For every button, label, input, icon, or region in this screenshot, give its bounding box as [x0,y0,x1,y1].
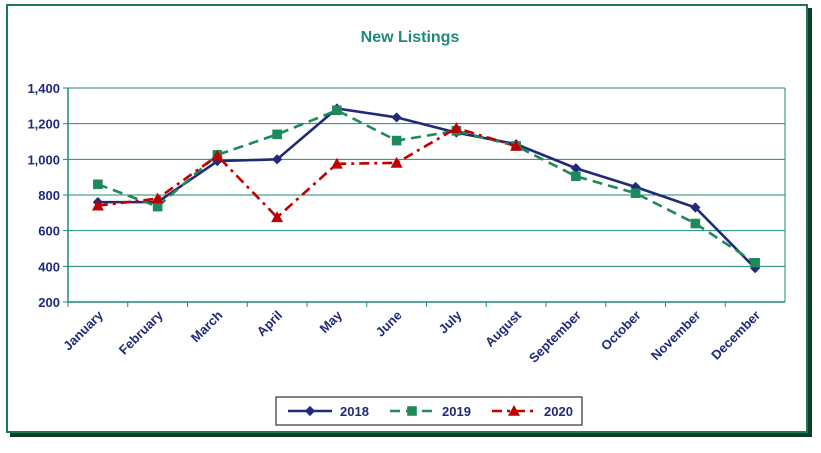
x-tick-label: August [482,307,525,350]
data-point-triangle [151,192,164,204]
x-tick-label: July [435,307,465,337]
data-point-square [152,201,163,212]
series-line-2019 [97,108,756,264]
data-point-diamond [272,154,283,165]
data-point-square [272,129,282,140]
x-tick-label: June [373,308,405,340]
x-tick-label: October [598,308,644,354]
legend-label-2018: 2018 [340,404,369,419]
data-point-triangle [91,199,104,211]
data-point-diamond [750,263,761,274]
x-tick-label: May [317,307,346,336]
data-point-triangle [211,149,224,161]
series-line-2020 [97,126,517,220]
data-point-square [93,179,103,190]
data-point-diamond [570,163,581,174]
data-point-triangle [450,122,463,133]
data-point-square [391,135,402,146]
data-point-triangle [508,405,520,416]
x-tick-label: January [60,307,106,353]
legend-label-2019: 2019 [442,404,471,419]
chart-title: New Listings [361,29,460,46]
data-point-diamond [304,405,316,417]
x-tick-label: December [708,308,763,363]
data-point-triangle [390,156,403,168]
y-tick-label: 800 [38,188,60,203]
data-point-diamond [391,112,402,123]
data-point-diamond [690,202,701,213]
data-point-square [571,171,581,182]
y-tick-label: 1,400 [27,81,60,96]
y-tick-label: 600 [38,224,60,239]
y-tick-label: 400 [38,259,60,274]
data-point-triangle [510,139,523,151]
x-tick-label: September [526,308,584,366]
y-tick-label: 1,200 [27,117,60,132]
y-tick-label: 1,000 [27,152,60,167]
y-tick-label: 200 [38,295,60,310]
x-tick-label: March [188,307,226,345]
data-point-triangle [271,211,284,223]
data-point-square [407,406,417,416]
data-point-square [332,105,342,116]
x-tick-label: November [648,308,704,364]
data-point-triangle [330,157,343,169]
data-point-square [630,188,641,199]
data-point-square [690,218,701,229]
series-line-2018 [97,107,757,270]
x-tick-label: February [116,307,166,357]
chart-frame [6,4,808,433]
legend-label-2020: 2020 [544,404,573,419]
x-tick-label: April [254,308,286,340]
data-point-square [750,257,760,268]
